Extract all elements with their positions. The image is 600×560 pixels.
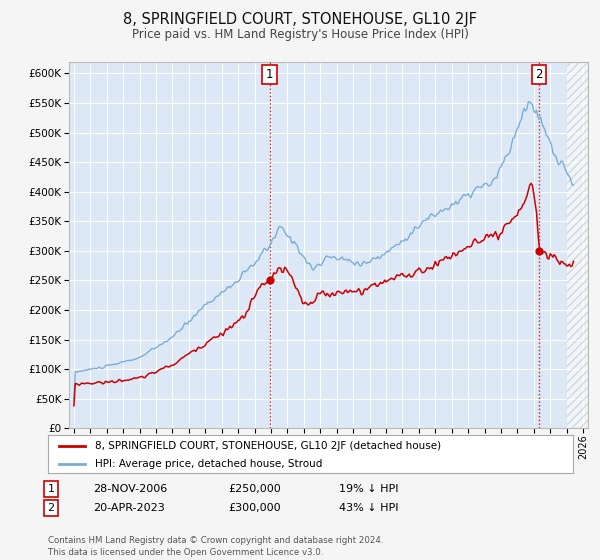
Text: 20-APR-2023: 20-APR-2023	[93, 503, 165, 513]
Text: 28-NOV-2006: 28-NOV-2006	[93, 484, 167, 494]
Text: 8, SPRINGFIELD COURT, STONEHOUSE, GL10 2JF: 8, SPRINGFIELD COURT, STONEHOUSE, GL10 2…	[123, 12, 477, 27]
Polygon shape	[566, 62, 588, 428]
Text: HPI: Average price, detached house, Stroud: HPI: Average price, detached house, Stro…	[95, 459, 323, 469]
Text: £300,000: £300,000	[228, 503, 281, 513]
Text: 43% ↓ HPI: 43% ↓ HPI	[339, 503, 398, 513]
Point	[534, 246, 544, 255]
Text: 2: 2	[535, 68, 542, 81]
Text: 1: 1	[266, 68, 273, 81]
Text: Price paid vs. HM Land Registry's House Price Index (HPI): Price paid vs. HM Land Registry's House …	[131, 28, 469, 41]
Text: £250,000: £250,000	[228, 484, 281, 494]
Text: 1: 1	[47, 484, 55, 494]
Text: Contains HM Land Registry data © Crown copyright and database right 2024.
This d: Contains HM Land Registry data © Crown c…	[48, 536, 383, 557]
Text: 19% ↓ HPI: 19% ↓ HPI	[339, 484, 398, 494]
Text: 8, SPRINGFIELD COURT, STONEHOUSE, GL10 2JF (detached house): 8, SPRINGFIELD COURT, STONEHOUSE, GL10 2…	[95, 441, 442, 451]
Point	[265, 276, 274, 285]
Text: 2: 2	[47, 503, 55, 513]
